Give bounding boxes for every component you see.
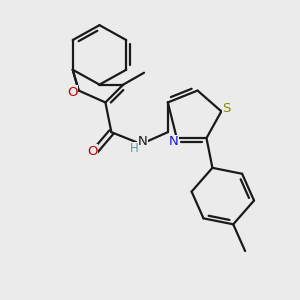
Text: H: H (130, 142, 139, 155)
Text: N: N (168, 136, 178, 148)
Text: N: N (138, 135, 147, 148)
Text: O: O (87, 145, 97, 158)
Text: O: O (67, 86, 77, 99)
Text: S: S (223, 103, 231, 116)
